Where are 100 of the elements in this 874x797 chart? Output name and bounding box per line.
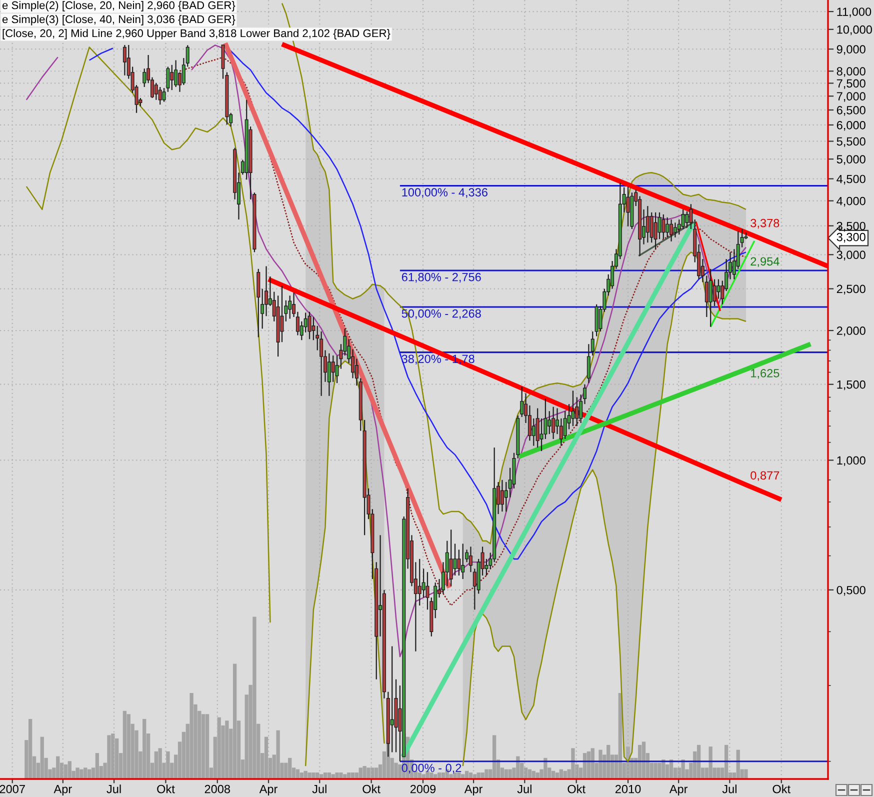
candlestick — [457, 549, 461, 576]
candlestick — [552, 406, 556, 440]
candlestick — [418, 558, 422, 606]
bar — [492, 735, 496, 779]
bar — [122, 710, 127, 779]
y-tick-label: 10,000 — [837, 25, 872, 36]
x-tick-label: Apr — [54, 784, 72, 796]
x-tick-label: 2009 — [410, 784, 436, 794]
candlestick — [331, 354, 335, 382]
data-label: 0,877 — [750, 471, 780, 481]
y-tick-label: 1,500 — [837, 380, 866, 390]
candlestick — [500, 479, 504, 512]
x-tick-label: 2008 — [204, 784, 230, 794]
annotation: e Simple(3) [Close, 40, Nein] 3,036 {BAD GER} — [2, 15, 236, 26]
x-tick-label: Okt — [772, 784, 790, 794]
bar — [40, 736, 44, 779]
candlestick — [304, 312, 308, 333]
bar — [202, 714, 206, 779]
bar — [56, 756, 60, 779]
x-tick-label: Apr — [259, 784, 278, 796]
y-tick-label: 6,500 — [836, 106, 866, 116]
series-label: 61,80% - 2,756 — [402, 272, 481, 283]
candlestick — [308, 311, 312, 340]
bar — [288, 758, 292, 779]
candlestick — [461, 543, 465, 580]
candlestick — [158, 86, 162, 106]
y-tick-label: 7,000 — [836, 92, 866, 102]
candlestick — [532, 418, 536, 446]
candlestick — [571, 390, 575, 427]
bar — [264, 736, 268, 779]
annotation: [Close, 20, 2] Mid Line 2,960 Upper Band 3,818 Lower Band 2,102 {BAD GER} — [2, 29, 390, 40]
x-tick-label: Okt — [568, 784, 586, 794]
x-tick-label: Jul — [517, 784, 532, 794]
bar — [642, 742, 646, 779]
x-tick-label: 2007 — [0, 784, 25, 794]
candlestick — [626, 186, 630, 227]
candlestick — [536, 408, 540, 448]
bar — [126, 714, 130, 779]
y-tick-label: 2,500 — [836, 284, 866, 295]
candlestick — [122, 44, 126, 76]
y-tick-label: 4,500 — [836, 174, 866, 185]
y-tick-label: 5,500 — [836, 137, 866, 148]
x-tick-label: Apr — [464, 784, 483, 796]
bar — [744, 769, 748, 779]
y-tick-label: 8,000 — [836, 67, 866, 77]
bar — [681, 760, 685, 779]
bar — [107, 735, 111, 779]
annotation: e Simple(2) [Close, 20, Nein] 2,960 {BAD GER} — [2, 1, 236, 12]
candlestick — [170, 64, 174, 91]
bar — [217, 717, 221, 779]
candlestick — [673, 222, 677, 238]
x-tick-label: Jul — [106, 784, 121, 794]
candlestick — [288, 295, 292, 320]
bar — [166, 751, 170, 779]
x-tick-label: Apr — [669, 784, 688, 796]
y-tick-label: 0,500 — [836, 586, 866, 596]
candlestick — [662, 214, 666, 240]
candlestick — [646, 205, 650, 244]
bar — [28, 718, 32, 779]
y-tick-label: 3,500 — [836, 222, 866, 232]
bar — [571, 748, 575, 779]
y-tick-label: 5,000 — [836, 155, 866, 165]
candlestick — [390, 646, 394, 753]
candlestick — [685, 210, 689, 228]
bar — [158, 748, 162, 779]
candlestick — [280, 285, 284, 343]
data-label: 3,378 — [750, 218, 780, 229]
bar — [276, 730, 280, 779]
bar — [68, 761, 72, 779]
candlestick — [154, 82, 158, 100]
series-label: 100,00% - 4,336 — [402, 188, 488, 198]
x-tick-label: Okt — [362, 784, 380, 794]
bar — [598, 750, 602, 779]
y-tick-label: 3,000 — [836, 250, 866, 260]
y-tick-label: 1,000 — [837, 456, 866, 466]
x-tick-label: Okt — [157, 784, 175, 794]
x-tick-label: Jul — [722, 784, 736, 794]
candlestick — [449, 529, 453, 587]
x-tick-label: 2010 — [615, 784, 641, 794]
candlestick — [453, 543, 457, 576]
y-tick-label: 4,000 — [836, 196, 866, 207]
candlestick — [548, 410, 552, 435]
bar — [205, 714, 210, 779]
bar — [142, 718, 146, 779]
candlestick — [312, 316, 316, 341]
y-tick-label: 2,000 — [836, 326, 866, 336]
data-label: 2,954 — [750, 257, 780, 267]
candlestick — [708, 268, 712, 328]
bar — [232, 664, 237, 779]
bar — [154, 751, 158, 779]
x-tick-label: Jul — [312, 784, 326, 794]
candlestick — [174, 60, 178, 88]
candlestick — [712, 278, 716, 307]
data-label: 1,625 — [751, 369, 780, 379]
candlestick — [327, 352, 331, 396]
y-tick-label: 3,300 — [836, 232, 866, 243]
candlestick — [704, 275, 708, 318]
y-tick-label: 11,000 — [837, 8, 872, 18]
y-tick-label: 6,000 — [836, 120, 866, 131]
candlestick — [666, 216, 670, 238]
